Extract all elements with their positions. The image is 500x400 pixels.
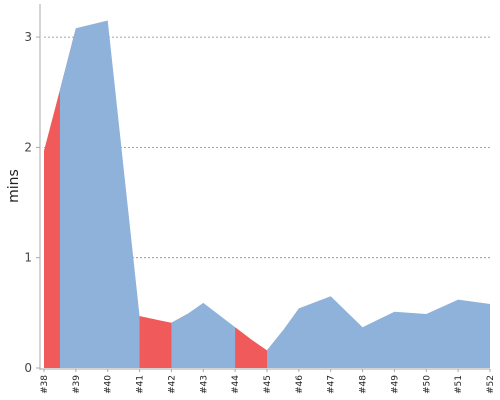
x-tick-label: #40 [104, 375, 114, 394]
y-tick-label-1: 1 [24, 251, 32, 265]
x-tick-label: #39 [72, 375, 82, 394]
y-tick-label-0: 0 [24, 361, 32, 375]
x-tick-label: #50 [422, 375, 432, 394]
x-tick-label: #46 [295, 375, 305, 394]
y-tick-label-2: 2 [24, 140, 32, 154]
x-tick-label: #42 [167, 375, 177, 394]
area-segment-success-1 [59, 20, 156, 369]
x-tick-label: #49 [390, 375, 400, 394]
area-segments [44, 20, 490, 369]
y-axis-label: mins [6, 169, 22, 203]
x-tick-label: #45 [263, 375, 273, 394]
y-tick-label-3: 3 [24, 30, 32, 44]
x-tick-labels: #38 #39 #40 #41 #42 #43 #44 #45 #46 #47 #48 #49 #50 #… [40, 369, 496, 394]
x-tick-label: #44 [231, 375, 241, 394]
x-tick-label: #38 [40, 375, 50, 394]
x-tick-label: #43 [199, 375, 209, 394]
area-segment-success-5 [267, 296, 490, 368]
x-tick-label: #48 [359, 375, 369, 394]
axes [39, 4, 490, 370]
x-tick-label: #41 [136, 375, 146, 394]
area-segment-success-3 [171, 302, 252, 368]
y-tick-labels: 0 1 2 3 [24, 30, 40, 375]
x-tick-label: #51 [454, 375, 464, 394]
x-tick-label: #52 [486, 375, 496, 394]
x-tick-label: #47 [327, 375, 337, 394]
